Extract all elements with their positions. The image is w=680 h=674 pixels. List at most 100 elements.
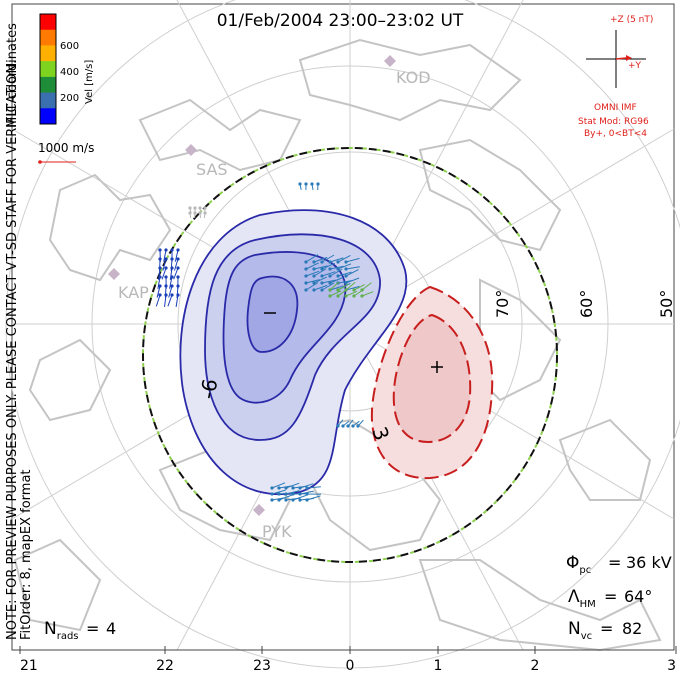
imf-z-label: +Z (5 nT): [610, 15, 653, 25]
stat-model: Stat Mod: RG96: [578, 117, 649, 127]
velocity-vector: [345, 290, 358, 297]
velocity-vector: [157, 276, 161, 289]
map-statistics: Φpc = 36 kV ΛHM = 64° Nvc = 82 Nrads = 4: [44, 553, 672, 642]
colorbar-tick-400: 400: [60, 67, 79, 78]
coastline-labrador: [28, 338, 112, 422]
imf-vector: [615, 57, 627, 60]
station-marker-kod: [384, 55, 396, 67]
velocity-vector: [285, 482, 300, 489]
lambda-hm-symbol: ΛHM: [568, 587, 596, 610]
velocity-vector: [329, 281, 340, 291]
velocity-vector: [321, 271, 336, 277]
phi-pc-value: 36 kV: [626, 553, 672, 572]
velocity-vector: [173, 267, 179, 280]
velocity-vector: [329, 277, 344, 284]
velocity-vector: [361, 282, 372, 291]
velocity-vector: [321, 282, 335, 291]
velocity-vector: [353, 288, 365, 297]
velocity-vector: [162, 258, 167, 271]
velocity-vector: [329, 257, 344, 263]
radar-stations: KOD SAS KAP PYK: [108, 55, 431, 541]
velocity-vector: [174, 249, 179, 262]
nrads-value: 4: [106, 619, 116, 638]
colorbar-block: [40, 61, 56, 78]
colorbar-blocks: [40, 14, 56, 125]
hm-boundary: [142, 147, 558, 563]
nvc-eq: =: [600, 619, 613, 638]
velocity-vector: [337, 263, 352, 270]
coastline-siberia-east: [418, 138, 562, 252]
phi-pc-symbol: Φpc: [566, 553, 591, 576]
imf-clock: +Z (5 nT) +Y OMNI IMF Stat Mod: RG96 By+…: [578, 15, 653, 139]
imf-source: OMNI IMF: [594, 103, 637, 113]
lat-circle-50: [5, 0, 680, 669]
colorbar-label: Vel [m/s]: [84, 60, 95, 104]
velocity-vector: [313, 256, 328, 263]
lambda-hm-eq: =: [604, 587, 617, 606]
coastline-west: [13, 538, 102, 632]
velocity-vector: [305, 254, 319, 263]
nvc-symbol: Nvc: [568, 619, 592, 642]
hm-boundary-green: [142, 147, 558, 563]
velocity-vector: [168, 285, 173, 298]
mlt-tick-label: 3: [667, 658, 676, 674]
velocity-vector: [345, 277, 360, 284]
station-marker-kap: [108, 268, 120, 280]
colorbar-block: [40, 14, 56, 31]
velocity-vector: [313, 268, 327, 277]
velocity-vector: [311, 183, 314, 190]
vector-scale: 1000 m/s: [38, 141, 94, 164]
station-label-kod: KOD: [396, 68, 431, 87]
colorbar-block: [40, 92, 56, 109]
velocity-vector: [345, 285, 360, 291]
velocity-vector: [345, 269, 359, 277]
coastline-europe: [418, 559, 662, 652]
coastline-hudson: [48, 173, 172, 282]
neg-contour-label: -6: [195, 377, 222, 401]
velocity-vectors: [155, 182, 374, 502]
velocity-vector: [357, 419, 364, 427]
velocity-vector: [352, 420, 360, 427]
coastline-arctic-islands: [138, 98, 302, 172]
velocity-vector: [329, 285, 344, 291]
lat-label-60: 60°: [577, 290, 596, 318]
colorbar-block: [40, 76, 56, 94]
stat-model-cond: By+, 0<BT<4: [584, 129, 647, 139]
colorbar-tick-600: 600: [60, 41, 79, 52]
coastline-alaska: [298, 38, 522, 122]
velocity-vector: [169, 276, 173, 289]
imf-vector-head: [626, 55, 632, 61]
velocity-vector: [175, 294, 179, 307]
velocity-vector: [306, 495, 321, 501]
neg-contour-4: [246, 275, 299, 353]
velocity-vector: [285, 490, 300, 495]
vector-scale-label: 1000 m/s: [38, 141, 94, 155]
mlt-tick-label: 22: [156, 658, 174, 674]
velocity-vector: [337, 271, 352, 277]
velocity-vector: [313, 284, 328, 291]
velocity-vector: [337, 283, 349, 291]
velocity-vector: [321, 279, 336, 284]
velocity-vector: [167, 294, 173, 307]
colorbar-outline: [39, 13, 57, 125]
map-title: 01/Feb/2004 23:00–23:02 UT: [217, 11, 464, 31]
pos-contour-2: [392, 313, 472, 444]
velocity-vector: [169, 267, 173, 280]
station-label-pyk: PYK: [262, 522, 292, 541]
velocity-colorbar: 600 400 200 Vel [m/s]: [39, 13, 95, 125]
nrads-symbol: Nrads: [44, 619, 79, 642]
velocity-vector: [342, 420, 350, 427]
velocity-vector: [321, 254, 335, 263]
velocity-vector: [278, 494, 293, 501]
positive-potential-cell: 3: [367, 285, 494, 480]
velocity-vector: [292, 494, 307, 501]
velocity-vector: [313, 276, 327, 284]
colorbar-block: [40, 29, 56, 46]
velocity-vector: [321, 262, 336, 270]
velocity-vector: [203, 212, 206, 219]
nvc-value: 82: [622, 619, 642, 638]
velocity-vector: [329, 265, 344, 270]
velocity-vector: [313, 265, 328, 270]
velocity-vector: [156, 285, 161, 298]
velocity-vector: [271, 489, 286, 495]
